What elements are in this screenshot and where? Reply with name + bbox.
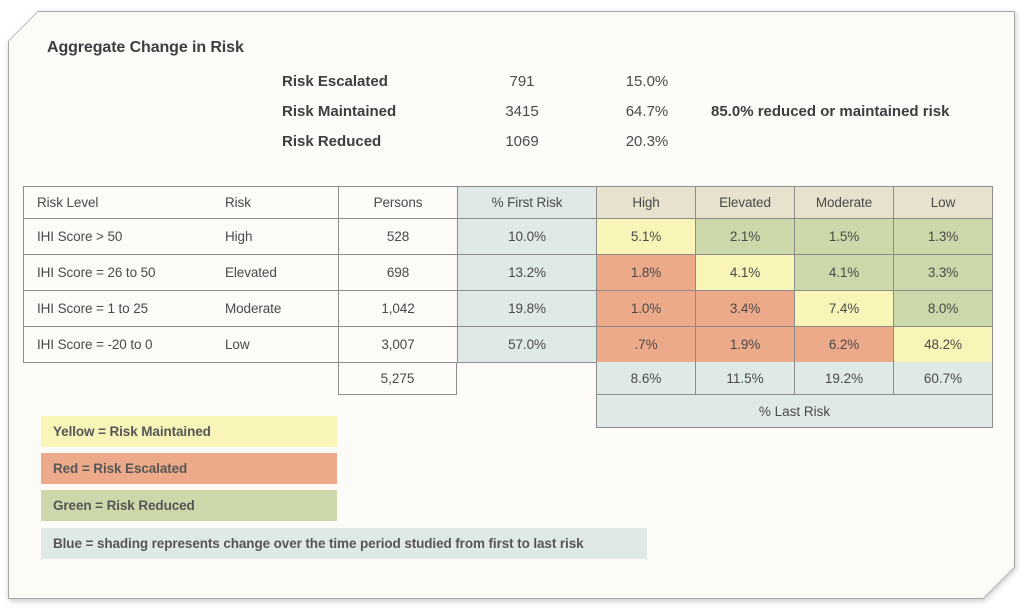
summary-note: 85.0% reduced or maintained risk	[711, 103, 950, 120]
table-cell-change: 48.2%	[894, 327, 993, 363]
col-header-moderate: Moderate	[795, 187, 894, 219]
table-cell-risk-level: IHI Score = -20 to 0	[24, 327, 212, 363]
table-cell-change: 1.5%	[795, 219, 894, 255]
table-cell-first-risk: 57.0%	[458, 327, 597, 363]
table-cell-risk: High	[212, 219, 339, 255]
table-cell-change: 1.9%	[696, 327, 795, 363]
table-cell-change: 5.1%	[597, 219, 696, 255]
last-risk-total-cell: 11.5%	[696, 362, 795, 395]
col-header-high: High	[597, 187, 696, 219]
col-header-risk: Risk	[212, 187, 339, 219]
report-card-border: Aggregate Change in Risk Risk Escalated …	[8, 11, 1015, 599]
table-cell-first-risk: 10.0%	[458, 219, 597, 255]
table-cell-change: 1.8%	[597, 255, 696, 291]
summary-count: 791	[509, 73, 535, 90]
table-cell-change: 3.3%	[894, 255, 993, 291]
table-cell-risk-level: IHI Score > 50	[24, 219, 212, 255]
page-title: Aggregate Change in Risk	[47, 39, 244, 56]
col-header-risk-level: Risk Level	[24, 187, 212, 219]
legend-item-blue: Blue = shading represents change over th…	[41, 528, 647, 559]
table-cell-change: 1.0%	[597, 291, 696, 327]
table-cell-change: 6.2%	[795, 327, 894, 363]
table-cell-change: 4.1%	[696, 255, 795, 291]
legend-item-red: Red = Risk Escalated	[41, 453, 337, 484]
persons-total-cell: 5,275	[338, 362, 457, 395]
summary-label: Risk Reduced	[282, 133, 382, 150]
table-cell-persons: 698	[339, 255, 458, 291]
table-cell-persons: 1,042	[339, 291, 458, 327]
summary-count: 1069	[505, 133, 539, 150]
summary-pct: 20.3%	[625, 133, 669, 150]
summary-pct: 15.0%	[625, 73, 669, 90]
risk-matrix-table: Risk Level Risk Persons % First Risk Hig…	[23, 186, 993, 363]
table-cell-risk-level: IHI Score = 26 to 50	[24, 255, 212, 291]
summary-count: 3415	[505, 103, 539, 120]
col-header-low: Low	[894, 187, 993, 219]
table-cell-change: 4.1%	[795, 255, 894, 291]
table-cell-first-risk: 13.2%	[458, 255, 597, 291]
table-cell-risk: Low	[212, 327, 339, 363]
col-header-first-risk: % First Risk	[458, 187, 597, 219]
table-cell-change: 3.4%	[696, 291, 795, 327]
legend-item-green: Green = Risk Reduced	[41, 490, 337, 521]
table-cell-change: .7%	[597, 327, 696, 363]
report-card: Aggregate Change in Risk Risk Escalated …	[9, 12, 1014, 598]
table-cell-risk-level: IHI Score = 1 to 25	[24, 291, 212, 327]
table-cell-risk: Elevated	[212, 255, 339, 291]
summary-row: Risk Maintained 3415 64.7% 85.0% reduced…	[282, 97, 1002, 127]
summary-block: Risk Escalated 791 15.0% Risk Maintained…	[282, 67, 1002, 157]
col-header-persons: Persons	[339, 187, 458, 219]
table-cell-first-risk: 19.8%	[458, 291, 597, 327]
summary-label: Risk Maintained	[282, 103, 397, 120]
last-risk-total-cell: 19.2%	[795, 362, 894, 395]
table-cell-change: 2.1%	[696, 219, 795, 255]
table-cell-change: 8.0%	[894, 291, 993, 327]
last-risk-total-cell: 8.6%	[597, 362, 696, 395]
summary-pct: 64.7%	[625, 103, 669, 120]
last-risk-label-band: % Last Risk	[596, 395, 993, 428]
last-risk-total-cell: 60.7%	[894, 362, 993, 395]
col-header-elevated: Elevated	[696, 187, 795, 219]
table-cell-change: 7.4%	[795, 291, 894, 327]
legend-item-yellow: Yellow = Risk Maintained	[41, 416, 337, 447]
table-cell-risk: Moderate	[212, 291, 339, 327]
summary-row: Risk Escalated 791 15.0%	[282, 67, 1002, 97]
summary-label: Risk Escalated	[282, 73, 388, 90]
table-cell-change: 1.3%	[894, 219, 993, 255]
last-risk-totals-row: 8.6% 11.5% 19.2% 60.7%	[596, 362, 993, 395]
table-cell-persons: 3,007	[339, 327, 458, 363]
table-cell-persons: 528	[339, 219, 458, 255]
summary-row: Risk Reduced 1069 20.3%	[282, 127, 1002, 157]
